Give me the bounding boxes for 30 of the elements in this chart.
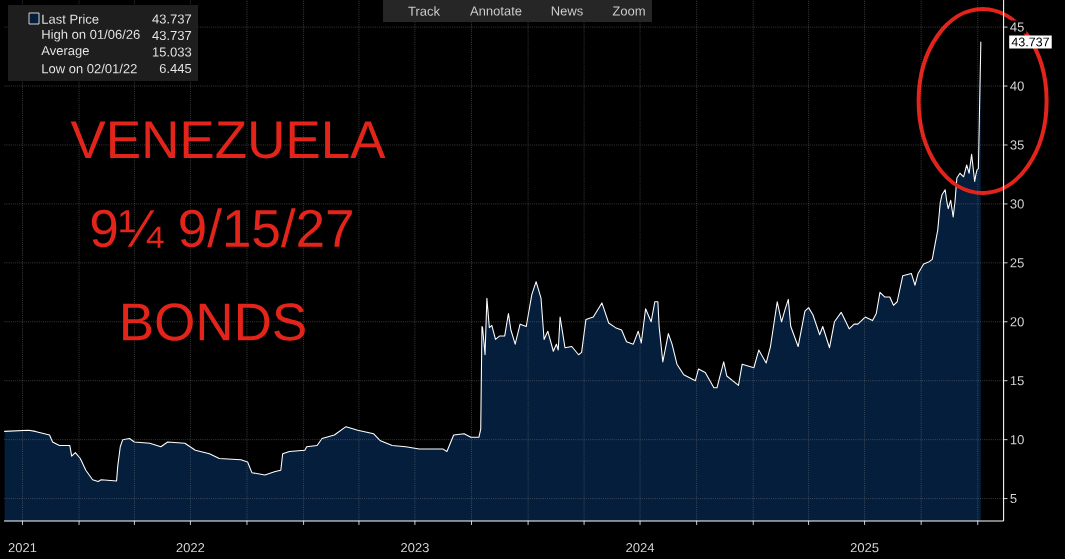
annotation: Zoom xyxy=(612,6,645,16)
annotation: 9¼ 9/15/27 xyxy=(91,208,352,248)
annotation: 43.737 xyxy=(152,30,192,41)
annotation: News xyxy=(551,6,583,16)
annotation: Track xyxy=(408,6,441,16)
y-tick-label: 15 xyxy=(1010,376,1024,386)
x-tick-label: 2022 xyxy=(176,543,205,553)
annotation: 6.445 xyxy=(159,63,192,74)
x-tick-label: 2023 xyxy=(401,543,429,553)
y-tick-label: 20 xyxy=(1010,317,1024,327)
annotation: Average xyxy=(41,46,89,58)
y-tick-label: 10 xyxy=(1010,435,1024,445)
legend-label: Last Price xyxy=(42,14,99,24)
annotation: Low on 02/01/22 xyxy=(42,63,137,74)
annotation: Annotate xyxy=(470,6,522,16)
x-tick-label: 2021 xyxy=(8,543,37,553)
x-tick-label: 2024 xyxy=(626,543,655,553)
annotation: 15.033 xyxy=(152,47,192,57)
y-tick-label: 45 xyxy=(1010,22,1024,32)
annotation: BONDS xyxy=(123,303,305,341)
y-tick-label: 40 xyxy=(1010,81,1024,91)
annotation: VENEZUELA xyxy=(70,121,386,159)
y-tick-label: 30 xyxy=(1010,199,1024,209)
y-tick-label: 25 xyxy=(1010,258,1024,268)
annotation: High on 01/06/26 xyxy=(42,29,140,42)
x-tick-label: 2025 xyxy=(850,543,879,553)
y-tick-label: 35 xyxy=(1010,140,1024,150)
text: 43.737 xyxy=(1011,37,1049,47)
y-tick-label: 5 xyxy=(1010,494,1017,504)
annotation: 43.737 xyxy=(152,14,192,24)
